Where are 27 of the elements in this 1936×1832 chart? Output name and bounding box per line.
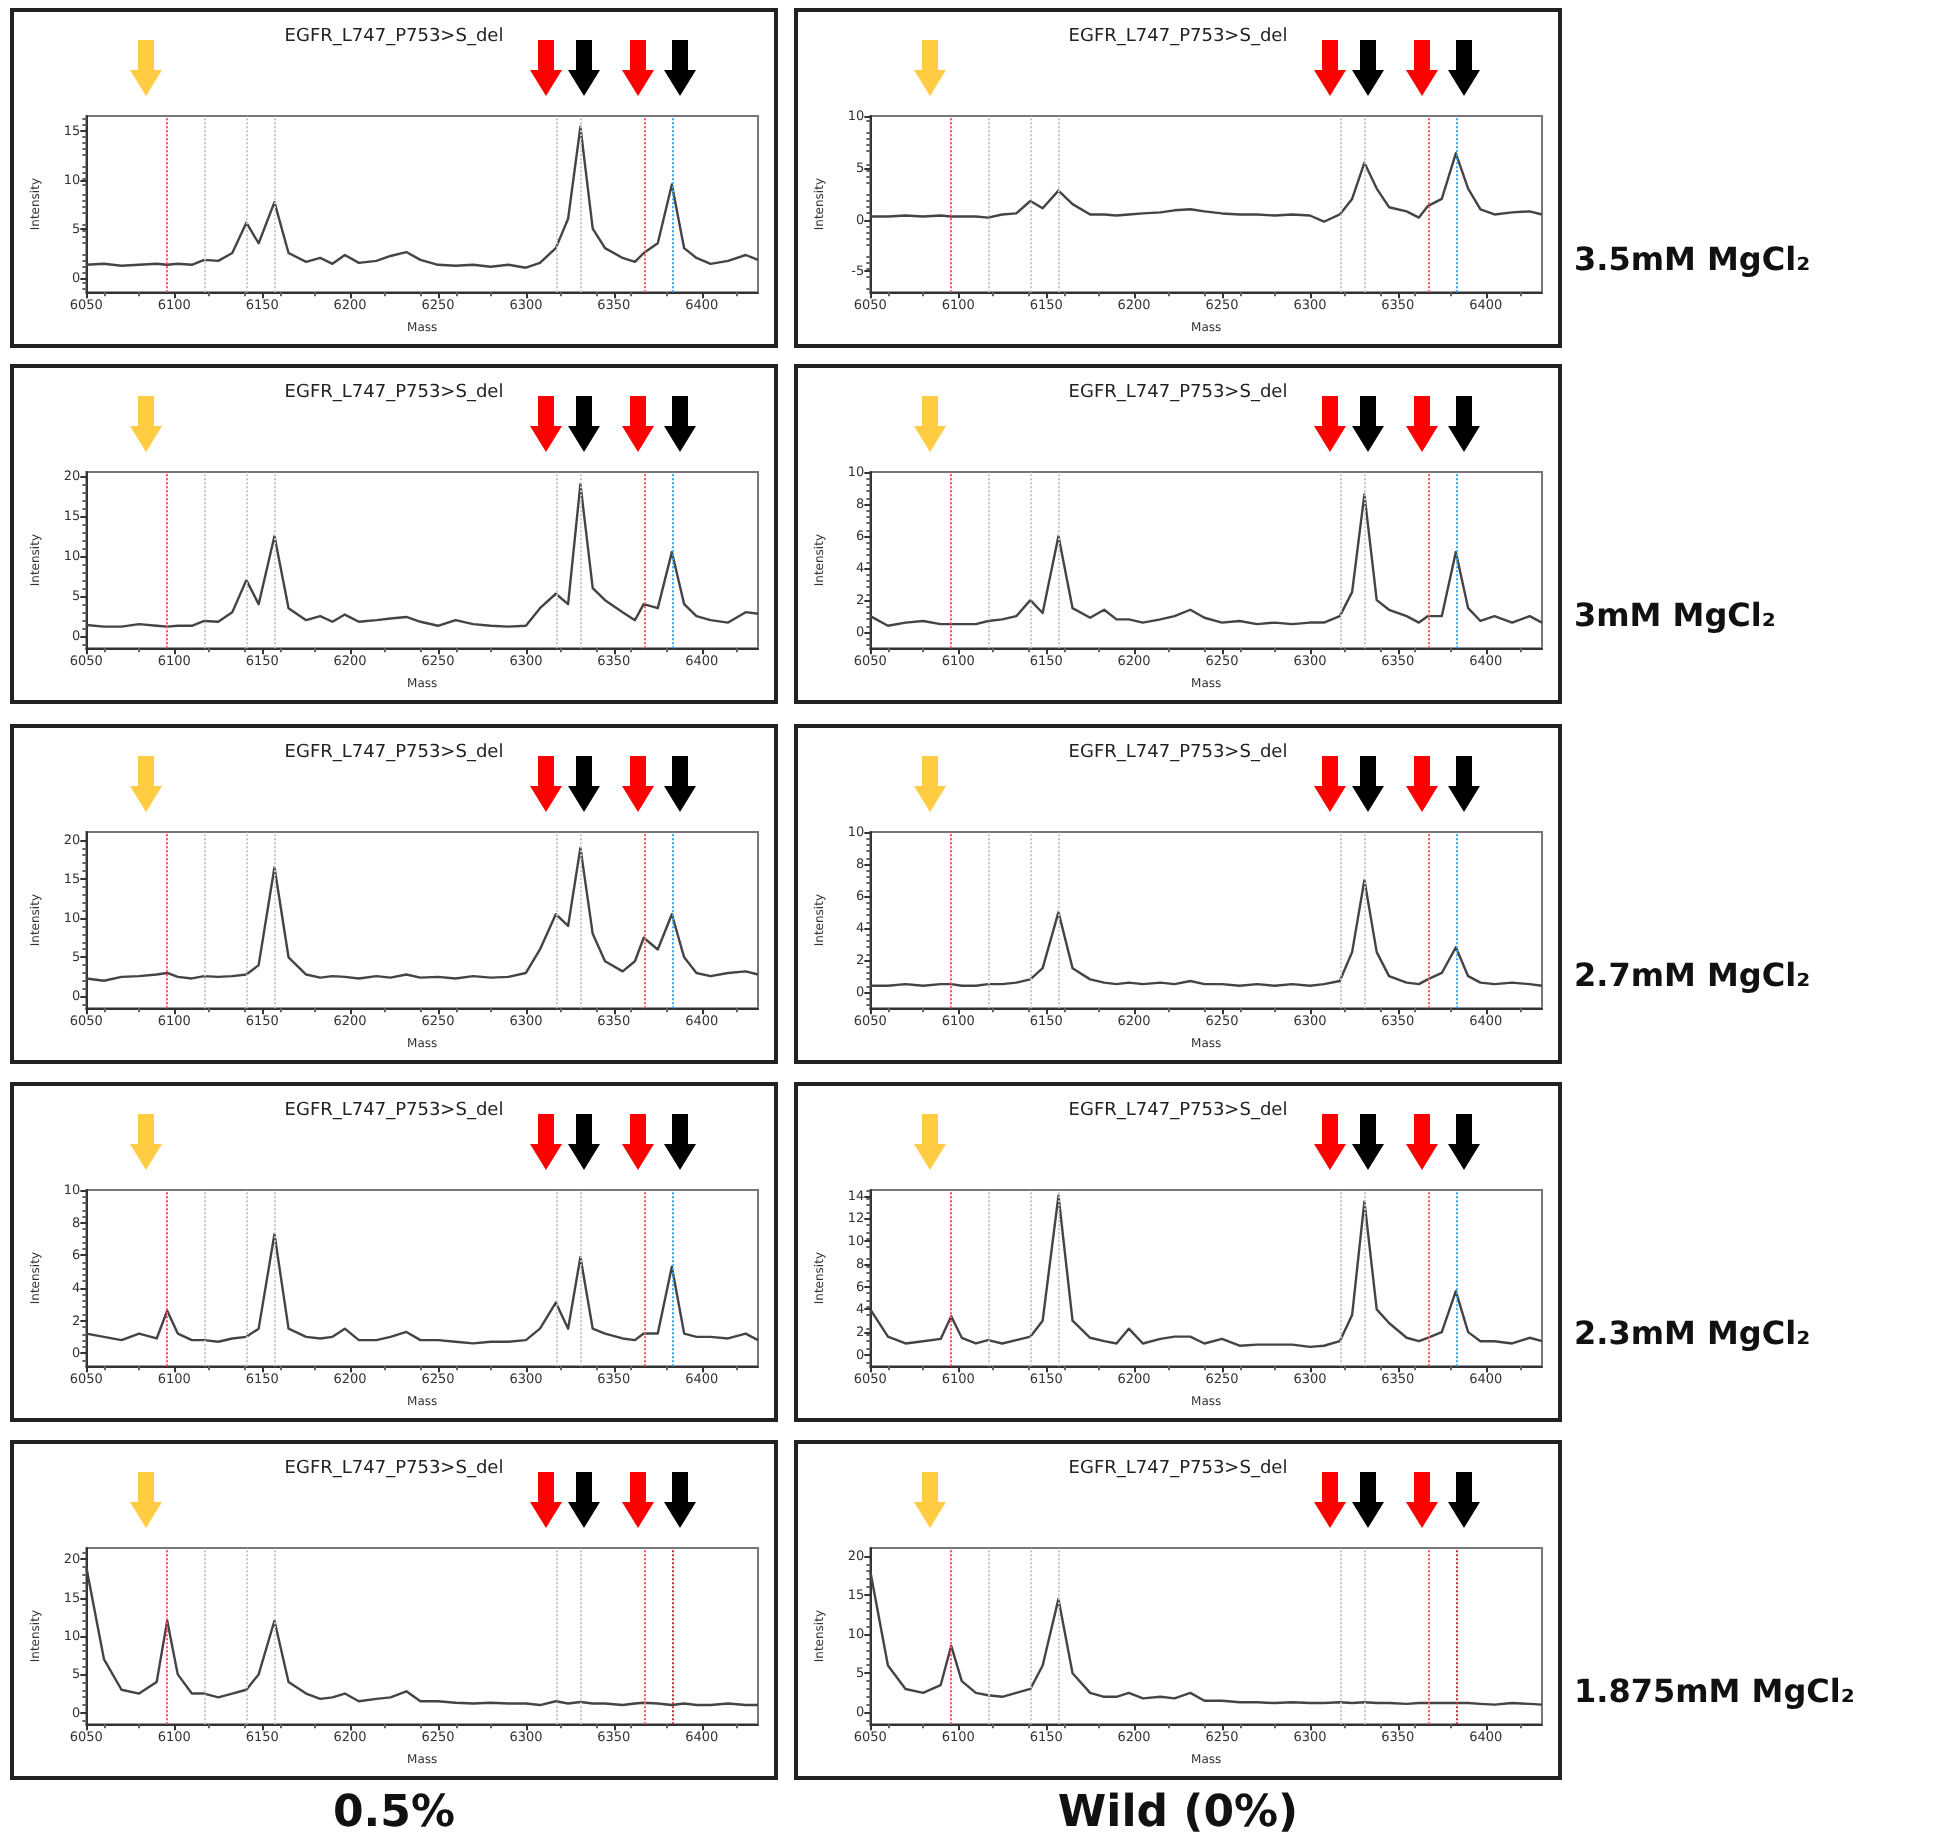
line-series [869, 878, 1544, 987]
line-series [869, 1194, 1544, 1349]
text: 3mM MgCl₂ [1574, 596, 1776, 634]
text: 1.875mM MgCl₂ [1574, 1672, 1855, 1710]
chart-title: EGFR_L747_P753>S_del [284, 383, 504, 403]
text: 2.7mM MgCl₂ [1574, 956, 1811, 994]
line-series [85, 1565, 760, 1707]
text: 0.5% [330, 1788, 457, 1832]
text: Wild (0%) [1055, 1788, 1301, 1832]
chart-title: EGFR_L747_P753>S_del [284, 743, 504, 763]
chart-title: EGFR_L747_P753>S_del [1068, 383, 1288, 403]
line-series [869, 152, 1544, 223]
text: 2.3mM MgCl₂ [1574, 1314, 1811, 1352]
line-series [85, 482, 760, 628]
chart-title: EGFR_L747_P753>S_del [284, 27, 504, 47]
line-series [869, 493, 1544, 627]
chart-title: EGFR_L747_P753>S_del [1068, 1101, 1288, 1121]
line-series [869, 1570, 1544, 1706]
chart-title: EGFR_L747_P753>S_del [284, 1101, 504, 1121]
line-series [85, 846, 760, 982]
chart-title: EGFR_L747_P753>S_del [1068, 1459, 1288, 1479]
text: 3.5mM MgCl₂ [1574, 240, 1811, 278]
line-series [85, 1232, 760, 1345]
chart-title: EGFR_L747_P753>S_del [1068, 743, 1288, 763]
chart-title: EGFR_L747_P753>S_del [284, 1459, 504, 1479]
chart-title: EGFR_L747_P753>S_del [1068, 27, 1288, 47]
line-series [85, 125, 760, 269]
